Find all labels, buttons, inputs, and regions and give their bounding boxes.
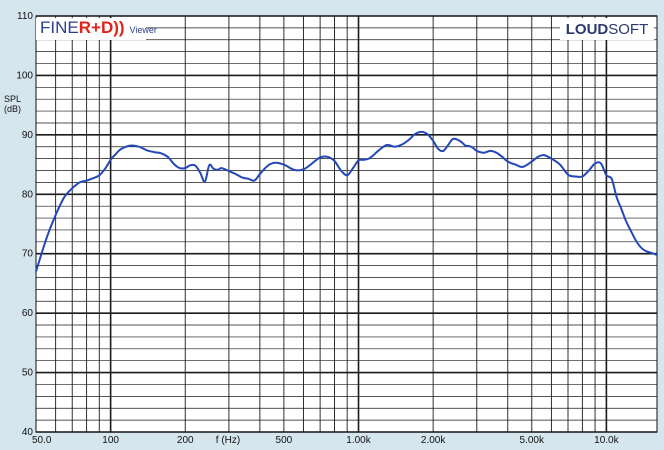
x-tick-label: 5.00k [520,435,545,446]
y-tick-label: 110 [17,11,33,22]
y-axis-label-spl: SPL [4,94,21,104]
logo-fine-text: FINE [40,18,79,37]
x-tick-label: 500 [276,435,293,446]
x-tick-label: 2.00k [421,435,446,446]
plot-border [35,15,658,433]
y-tick-label: 100 [16,70,33,81]
x-tick-labels: 50.0 100 200 500 1.00k 2.00k 5.00k 10.0k [32,435,620,446]
y-tick-label: 60 [22,308,34,319]
y-tick-labels: 40 50 60 70 80 90 100 110 [16,11,33,438]
minor-gridlines [35,16,657,432]
brand-soft-text: SOFT [608,20,649,38]
brand-loud-text: LOUD [565,20,609,38]
x-axis-label: f (Hz) [216,435,240,446]
y-tick-label: 80 [22,189,34,200]
x-tick-label: 200 [177,435,194,446]
fine-rd-viewer-logo: FINE R+D)) Viewer [36,18,157,40]
loudsoft-brand: LOUD SOFT [560,18,654,40]
logo-rd-text: R+D)) [78,18,125,37]
x-tick-label: 10.0k [594,435,619,446]
logo-viewer-text: Viewer [129,25,157,35]
plot-area [36,16,657,432]
x-tick-label: 50.0 [32,435,52,446]
y-tick-label: 70 [22,249,34,260]
spl-curve [35,130,658,272]
y-tick-label: 90 [22,130,34,141]
x-tick-label: 100 [102,435,119,446]
y-axis-label-db: (dB) [4,104,21,114]
y-tick-label: 40 [22,427,34,438]
y-tick-label: 50 [22,368,34,379]
x-tick-label: 1.00k [346,435,371,446]
